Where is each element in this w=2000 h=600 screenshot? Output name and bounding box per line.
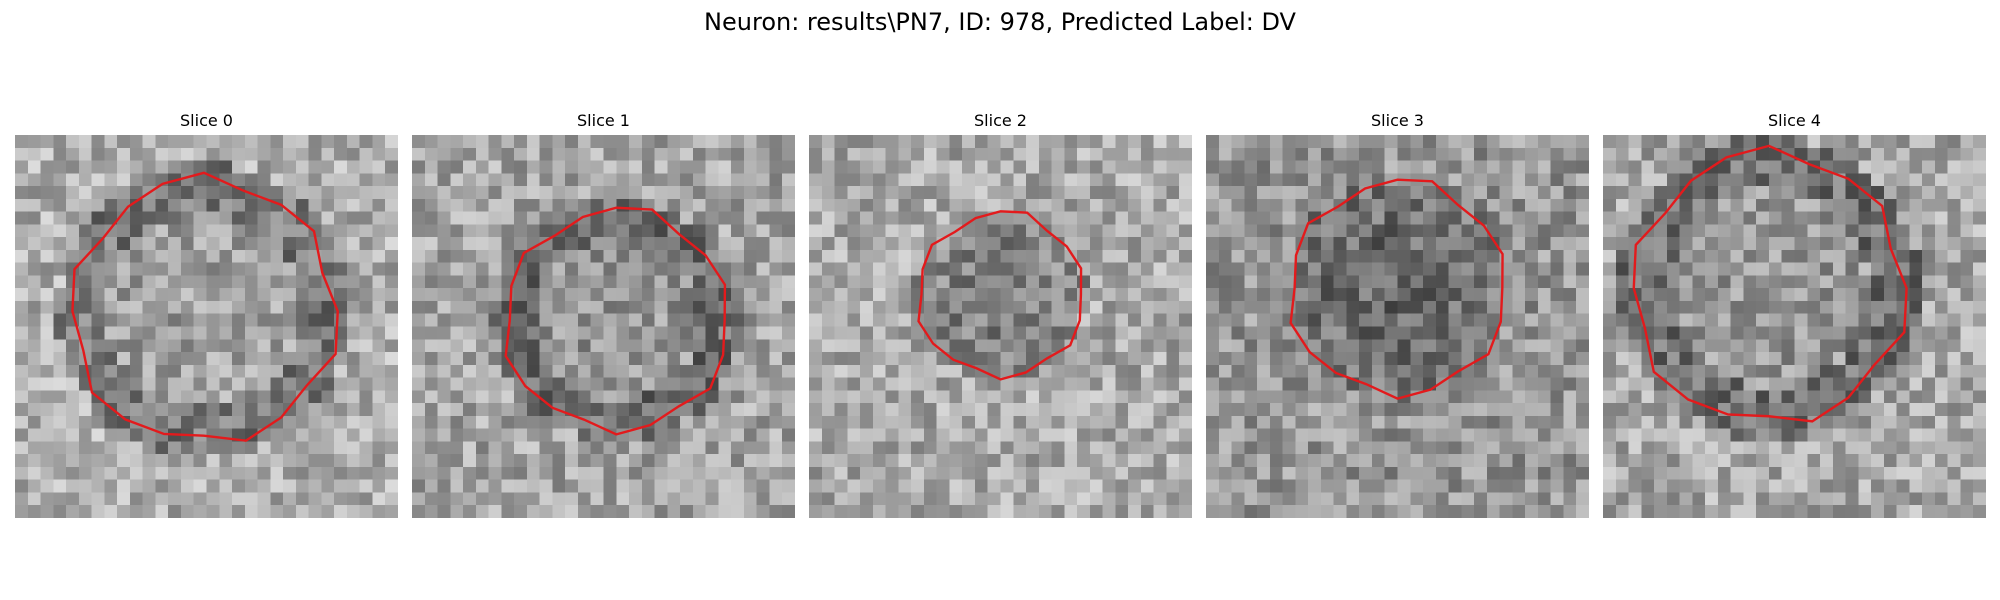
cell-contour <box>919 211 1082 379</box>
slice-image-4 <box>1603 135 1986 518</box>
cell-contour <box>72 173 337 441</box>
slice-image-1 <box>412 135 795 518</box>
slice-image-3 <box>1206 135 1589 518</box>
slice-panel-1: Slice 1 <box>412 110 795 518</box>
slice-title-2: Slice 2 <box>974 111 1027 130</box>
slice-title-4: Slice 4 <box>1768 111 1821 130</box>
slice-panel-4: Slice 4 <box>1603 110 1986 518</box>
figure-title: Neuron: results\PN7, ID: 978, Predicted … <box>704 8 1296 36</box>
slice-panel-2: Slice 2 <box>809 110 1192 518</box>
cell-contour <box>1291 180 1503 399</box>
cell-contour <box>506 208 725 435</box>
slice-image-0 <box>15 135 398 518</box>
slice-title-3: Slice 3 <box>1371 111 1424 130</box>
slice-panel-0: Slice 0 <box>15 110 398 518</box>
slice-image-2 <box>809 135 1192 518</box>
slice-title-0: Slice 0 <box>180 111 233 130</box>
cell-contour <box>1634 146 1907 422</box>
slice-title-1: Slice 1 <box>577 111 630 130</box>
slice-panel-3: Slice 3 <box>1206 110 1589 518</box>
